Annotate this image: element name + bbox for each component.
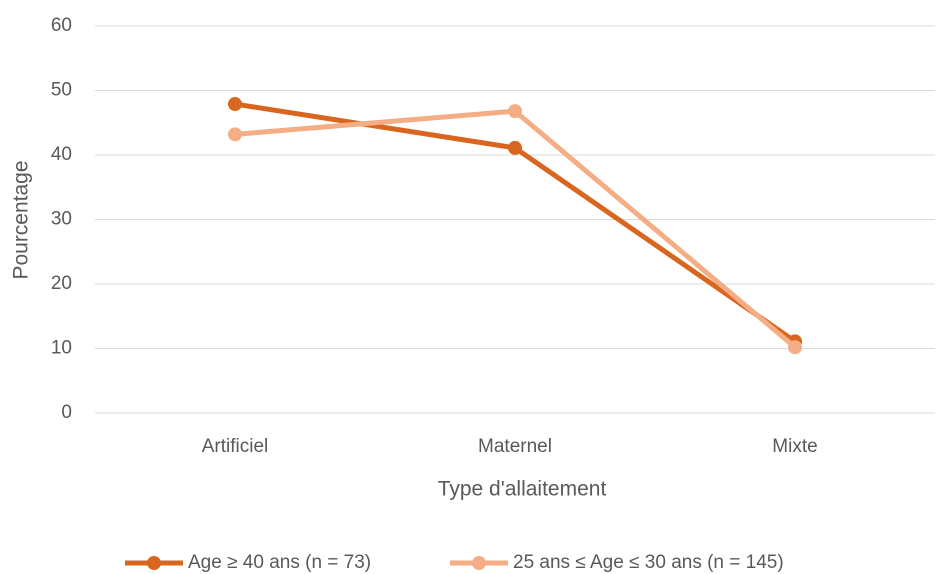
point	[228, 127, 242, 142]
x-tick-label: Maternel	[478, 436, 552, 457]
y-axis-label: Pourcentage	[10, 160, 33, 279]
y-tick-label: 20	[51, 273, 72, 294]
x-axis-label: Type d'allaitement	[438, 478, 607, 501]
point	[788, 340, 802, 355]
y-tick-label: 50	[51, 80, 72, 101]
point	[508, 140, 522, 155]
legend-marker	[147, 556, 161, 570]
point	[508, 104, 522, 119]
y-tick-label: 60	[51, 15, 72, 36]
y-tick-label: 0	[61, 402, 72, 423]
point	[228, 97, 242, 112]
legend-label: 25 ans ≤ Age ≤ 30 ans (n = 145)	[513, 552, 784, 573]
y-tick-label: 30	[51, 209, 72, 230]
legend-label: Age ≥ 40 ans (n = 73)	[188, 552, 371, 573]
x-tick-label: Mixte	[772, 436, 817, 457]
x-tick-label: Artificiel	[202, 436, 269, 457]
y-tick-label: 10	[51, 338, 72, 359]
y-tick-label: 40	[51, 144, 72, 165]
legend-marker	[472, 556, 486, 570]
series-line	[234, 101, 797, 344]
